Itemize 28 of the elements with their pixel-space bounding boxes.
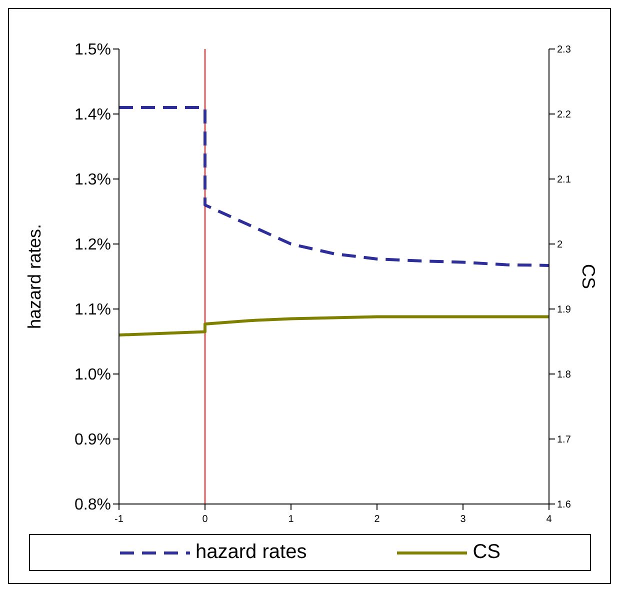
y2-tick-label: 1.6	[557, 500, 572, 511]
y-tick-label: 0.9%	[74, 432, 111, 449]
line-series	[119, 106, 549, 267]
y-tick-label: 1.1%	[74, 302, 111, 319]
y2-tick-label: 2.2	[557, 110, 572, 121]
y-tick-label: 1.4%	[74, 106, 111, 124]
line-series	[119, 315, 549, 336]
legend-label: hazard rates	[194, 541, 307, 564]
y-tick-label: 0.8%	[74, 496, 111, 514]
legend-label: CS	[472, 541, 500, 564]
y-tick-label: 1.3%	[74, 172, 111, 189]
x-tick-label: 0	[202, 514, 208, 525]
y2-tick-label: 2.1	[557, 174, 572, 186]
y2-axis-title: CS	[578, 264, 599, 290]
y-tick-label: 1.2%	[74, 236, 111, 254]
y2-tick-label: 2.3	[557, 44, 572, 56]
y-tick-label: 1.0%	[74, 366, 111, 384]
y2-tick-label: 1.7	[557, 434, 572, 446]
y2-tick-label: 1.8	[557, 370, 572, 381]
y-axis-title: hazard rates.	[24, 224, 44, 330]
y2-tick-label: 2	[557, 240, 563, 251]
x-tick-label: 4	[546, 514, 552, 525]
y-tick-label: 1.5%	[74, 42, 111, 59]
x-tick-label: 2	[374, 514, 380, 525]
x-tick-label: 3	[460, 514, 466, 525]
y2-tick-label: 1.9	[557, 304, 572, 316]
x-tick-label: -1	[114, 514, 124, 525]
x-tick-label: 1	[288, 514, 294, 525]
